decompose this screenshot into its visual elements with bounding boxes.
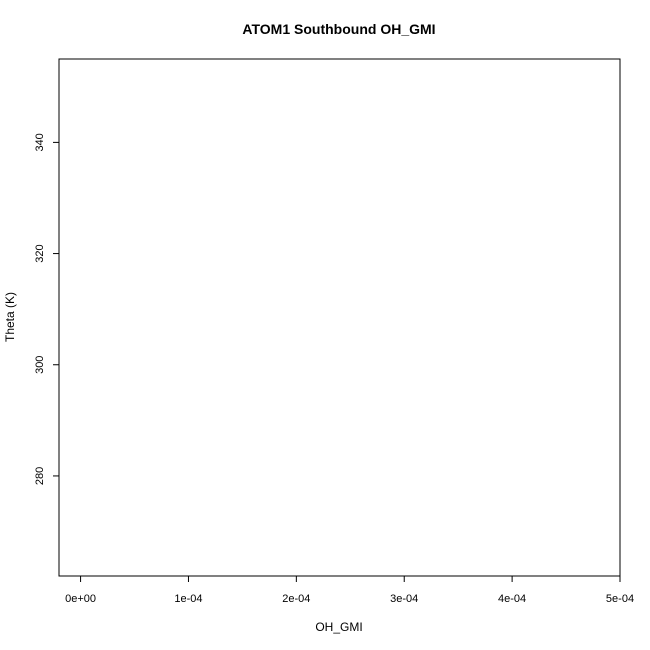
- chart-title: ATOM1 Southbound OH_GMI: [242, 21, 435, 37]
- y-axis: 280 300 320 340: [34, 133, 59, 485]
- y-axis-label: Theta (K): [3, 292, 17, 342]
- x-tick-label: 4e-04: [498, 593, 526, 605]
- x-tick-label: 5e-04: [606, 593, 634, 605]
- x-tick-label: 0e+00: [65, 593, 96, 605]
- y-tick-label: 300: [34, 356, 46, 374]
- x-axis-label: OH_GMI: [315, 620, 362, 634]
- y-tick-label: 280: [34, 467, 46, 485]
- x-tick-label: 3e-04: [390, 593, 418, 605]
- plot-frame: [58, 58, 621, 577]
- x-tick-label: 1e-04: [174, 593, 202, 605]
- y-tick-label: 320: [34, 244, 46, 262]
- x-axis: 0e+00 1e-04 2e-04 3e-04 4e-04 5e-04: [65, 576, 634, 605]
- y-tick-label: 340: [34, 133, 46, 151]
- x-tick-label: 2e-04: [282, 593, 310, 605]
